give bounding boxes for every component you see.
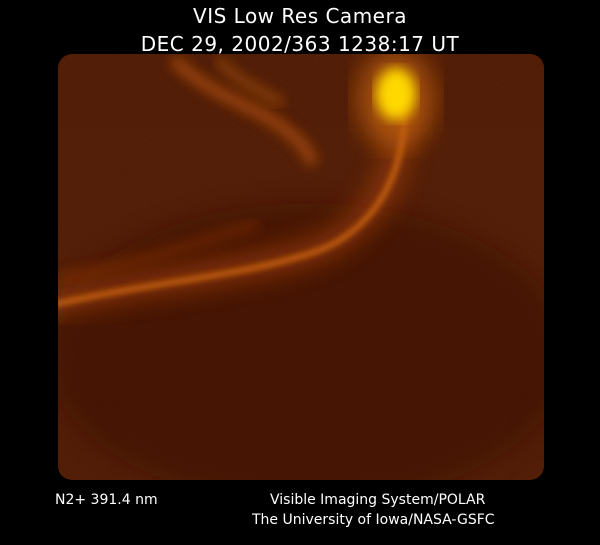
auroral-arc-main [58, 81, 413, 317]
filter-wavelength-label: N2+ 391.4 nm [55, 492, 158, 508]
credit-label: The University of Iowa/NASA-GSFC [252, 512, 495, 528]
auroral-bright-spot [356, 54, 436, 149]
observation-timestamp: DEC 29, 2002/363 1238:17 UT [140, 32, 460, 56]
instrument-label: Visible Imaging System/POLAR [270, 492, 486, 508]
camera-title: VIS Low Res Camera [193, 4, 407, 28]
aurora-image [58, 54, 544, 480]
auroral-arc-upper [168, 54, 319, 167]
